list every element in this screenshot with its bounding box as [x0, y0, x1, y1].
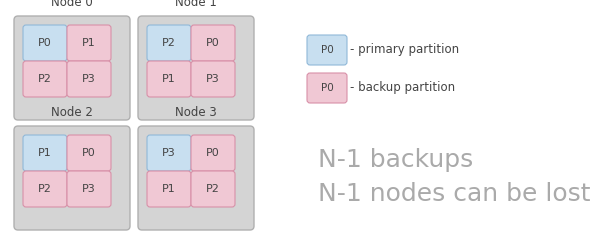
Text: N-1 backups: N-1 backups [318, 148, 473, 172]
Text: P0: P0 [321, 83, 333, 93]
FancyBboxPatch shape [307, 73, 347, 103]
Text: - primary partition: - primary partition [350, 43, 459, 57]
Text: P0: P0 [321, 45, 333, 55]
Text: P1: P1 [162, 184, 176, 194]
FancyBboxPatch shape [14, 126, 130, 230]
Text: P0: P0 [206, 38, 220, 48]
FancyBboxPatch shape [191, 135, 235, 171]
Text: Node 1: Node 1 [175, 0, 217, 9]
FancyBboxPatch shape [23, 135, 67, 171]
Text: - backup partition: - backup partition [350, 81, 455, 94]
FancyBboxPatch shape [147, 61, 191, 97]
Text: Node 3: Node 3 [175, 106, 217, 119]
FancyBboxPatch shape [14, 16, 130, 120]
FancyBboxPatch shape [23, 61, 67, 97]
Text: Node 0: Node 0 [51, 0, 93, 9]
FancyBboxPatch shape [191, 25, 235, 61]
FancyBboxPatch shape [67, 61, 111, 97]
Text: P0: P0 [206, 148, 220, 158]
Text: P3: P3 [206, 74, 220, 84]
Text: P3: P3 [162, 148, 176, 158]
Text: P1: P1 [82, 38, 96, 48]
Text: P3: P3 [82, 74, 96, 84]
FancyBboxPatch shape [147, 135, 191, 171]
FancyBboxPatch shape [191, 171, 235, 207]
Text: P0: P0 [82, 148, 96, 158]
FancyBboxPatch shape [23, 171, 67, 207]
Text: P3: P3 [82, 184, 96, 194]
FancyBboxPatch shape [147, 25, 191, 61]
FancyBboxPatch shape [191, 61, 235, 97]
Text: P1: P1 [38, 148, 52, 158]
Text: P1: P1 [162, 74, 176, 84]
Text: P2: P2 [38, 184, 52, 194]
FancyBboxPatch shape [147, 171, 191, 207]
Text: P2: P2 [38, 74, 52, 84]
FancyBboxPatch shape [138, 126, 254, 230]
FancyBboxPatch shape [307, 35, 347, 65]
Text: P2: P2 [162, 38, 176, 48]
Text: N-1 nodes can be lost: N-1 nodes can be lost [318, 182, 590, 206]
FancyBboxPatch shape [67, 25, 111, 61]
FancyBboxPatch shape [67, 135, 111, 171]
Text: P2: P2 [206, 184, 220, 194]
Text: Node 2: Node 2 [51, 106, 93, 119]
Text: P0: P0 [38, 38, 52, 48]
FancyBboxPatch shape [23, 25, 67, 61]
FancyBboxPatch shape [138, 16, 254, 120]
FancyBboxPatch shape [67, 171, 111, 207]
